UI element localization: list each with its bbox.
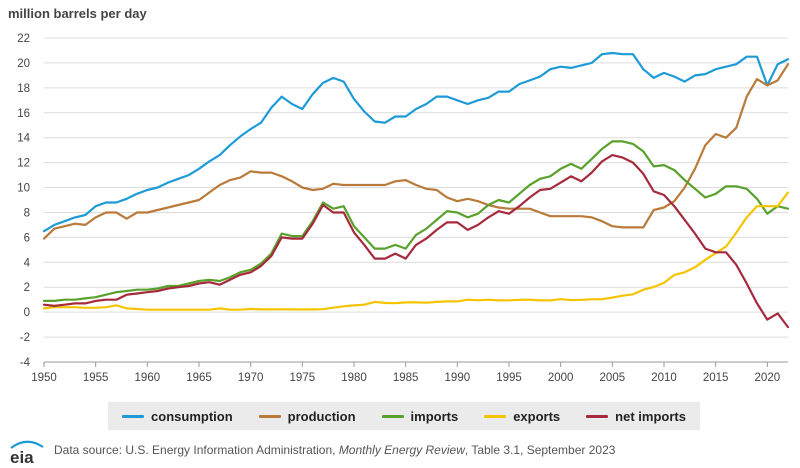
x-tick-1980: 1980 [341, 372, 367, 384]
series-line-imports [42, 140, 790, 302]
x-tick-labels: 1950 1955 1960 1965 1970 1975 1980 1985 1990 1995… [31, 362, 780, 384]
legend-item-net-imports: net imports [586, 409, 686, 424]
legend-item-exports: exports [484, 409, 560, 424]
y-tick-2: 2 [24, 282, 30, 294]
y-tick-10: 10 [17, 183, 30, 195]
legend-item-imports: imports [381, 408, 459, 424]
x-tick-1975: 1975 [290, 372, 316, 384]
x-tick-2015: 2015 [703, 372, 729, 384]
y-axis-title: million barrels per day [8, 6, 147, 21]
x-tick-1950: 1950 [31, 372, 57, 384]
x-tick-1985: 1985 [393, 372, 419, 384]
series-line-exports [42, 191, 790, 311]
x-tick-1965: 1965 [186, 372, 212, 384]
legend-label-exports: exports [513, 408, 561, 424]
x-tick-2020: 2020 [755, 372, 781, 384]
eia-logo-text: eia [10, 448, 34, 466]
y-tick-labels: -4 -2 0 2 4 6 8 10 12 14 16 18 20 22 [17, 33, 30, 369]
x-tick-1955: 1955 [83, 372, 109, 384]
series-line-production [42, 63, 790, 240]
legend-swatch-consumption [122, 414, 145, 418]
legend-item-consumption: consumption [122, 409, 233, 424]
line-chart: -4 -2 0 2 4 6 8 10 12 14 16 18 20 22 1950 1955 1960 1965… [17, 33, 790, 384]
y-tick-20: 20 [17, 58, 30, 70]
eia-logo: eia [10, 440, 44, 466]
legend-label-production: production [287, 408, 356, 424]
legend-swatch-imports [381, 414, 404, 418]
y-tick-0: 0 [24, 307, 30, 319]
source-prefix: Data source: U.S. Energy Information Adm… [54, 443, 336, 457]
legend-swatch-production [258, 414, 281, 418]
series-lines [42, 51, 790, 329]
y-tick-12: 12 [17, 158, 30, 170]
x-tick-2005: 2005 [600, 372, 626, 384]
legend-swatch-net-imports [586, 414, 609, 418]
series-line-net-imports [42, 154, 790, 329]
y-tick-8: 8 [24, 207, 30, 219]
x-tick-1960: 1960 [135, 372, 161, 384]
y-tick-14: 14 [17, 133, 30, 145]
legend-label-net-imports: net imports [615, 408, 686, 424]
x-tick-1970: 1970 [238, 372, 264, 384]
y-tick-18: 18 [17, 83, 30, 95]
footer: eia Data source: U.S. Energy Information… [0, 436, 800, 468]
legend: consumption production imports exports n… [108, 402, 700, 430]
y-tick-16: 16 [17, 108, 30, 120]
x-tick-2000: 2000 [548, 372, 574, 384]
x-tick-1990: 1990 [445, 372, 471, 384]
y-tick--2: -2 [20, 332, 30, 344]
legend-label-imports: imports [410, 408, 459, 424]
y-tick--4: -4 [20, 357, 31, 369]
legend-item-production: production [258, 408, 356, 424]
x-tick-1995: 1995 [496, 372, 522, 384]
source-suffix: , Table 3.1, September 2023 [464, 443, 616, 457]
y-tick-22: 22 [17, 33, 30, 45]
data-source-note: Data source: U.S. Energy Information Adm… [54, 443, 615, 457]
y-tick-6: 6 [24, 232, 30, 244]
source-title: Monthly Energy Review [338, 443, 465, 457]
series-line-consumption [42, 51, 790, 233]
legend-label-consumption: consumption [151, 408, 233, 424]
x-tick-2010: 2010 [651, 372, 677, 384]
legend-swatch-exports [484, 414, 507, 418]
y-tick-4: 4 [24, 257, 31, 269]
